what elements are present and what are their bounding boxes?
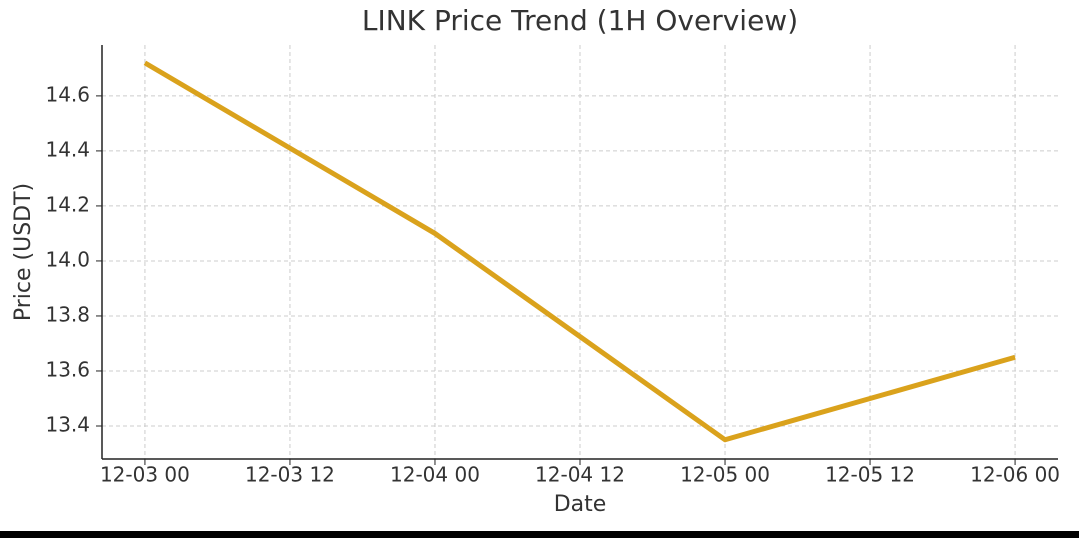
chart-title: LINK Price Trend (1H Overview) bbox=[362, 4, 798, 37]
x-tick-label: 12-06 00 bbox=[970, 463, 1060, 487]
x-tick-label: 12-04 12 bbox=[535, 463, 625, 487]
y-tick-label: 14.4 bbox=[45, 137, 90, 161]
x-axis-label: Date bbox=[554, 492, 607, 517]
y-tick-label: 13.6 bbox=[45, 357, 90, 381]
x-tick-label: 12-05 00 bbox=[680, 463, 770, 487]
x-tick-label: 12-04 00 bbox=[390, 463, 480, 487]
y-tick-label: 14.2 bbox=[45, 192, 90, 216]
x-tick-label: 12-03 00 bbox=[100, 463, 190, 487]
y-tick-label: 13.8 bbox=[45, 302, 90, 326]
bottom-bar bbox=[0, 531, 1079, 538]
x-tick-label: 12-03 12 bbox=[245, 463, 335, 487]
y-tick-label: 13.4 bbox=[45, 412, 90, 436]
x-tick-label: 12-05 12 bbox=[825, 463, 915, 487]
price-line bbox=[143, 60, 1016, 443]
y-tick-label: 14.6 bbox=[45, 82, 90, 106]
y-tick-label: 14.0 bbox=[45, 247, 90, 271]
y-axis-label: Price (USDT) bbox=[11, 183, 36, 321]
